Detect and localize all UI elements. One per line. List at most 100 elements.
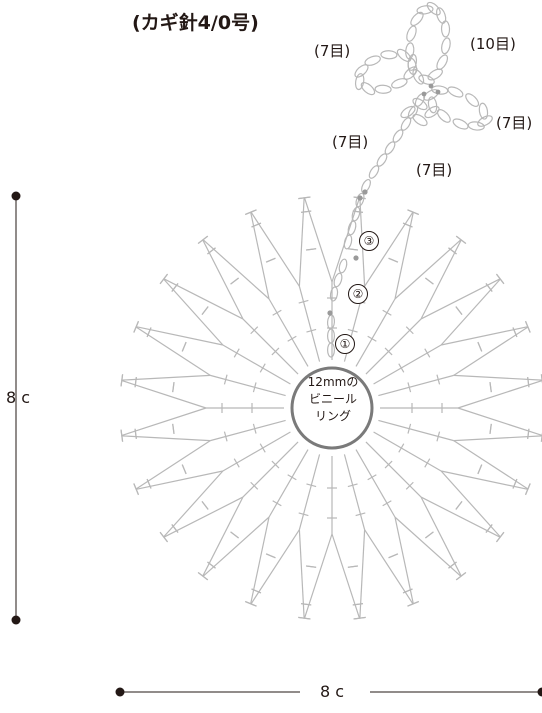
- stitch-bar: [259, 363, 266, 373]
- height-dimension-label: 8 c: [6, 388, 31, 407]
- stitch-bar: [201, 500, 209, 510]
- stitch-bar: [287, 474, 297, 481]
- stitch-bar: [233, 348, 240, 358]
- chain-stitch: [338, 258, 348, 274]
- stitch-bar: [347, 483, 358, 488]
- stitch-fan-arm: [440, 278, 501, 346]
- stitch-cap: [496, 273, 505, 285]
- stitch-bar: [201, 306, 209, 315]
- stitch-bar: [287, 335, 297, 342]
- chain-stitches: [326, 93, 426, 358]
- stitch-bar: [305, 565, 317, 568]
- stitch-bar: [405, 326, 414, 335]
- stitch-fan-arm: [202, 239, 270, 300]
- stitch-bar: [250, 481, 259, 490]
- stitch-fan-arm: [303, 197, 333, 283]
- stitch-fan-arm: [303, 533, 333, 619]
- stitch-stem: [355, 449, 396, 518]
- petal-join-dot: [428, 83, 434, 89]
- round-marker-2: ②: [348, 284, 368, 304]
- stitch-bar: [477, 464, 483, 475]
- stitch-fan-arm: [440, 470, 501, 538]
- stitch-bar: [388, 257, 399, 263]
- petal-chain-stitch: [467, 121, 485, 131]
- stitch-fan-arm: [121, 379, 207, 409]
- slip-stitch-dot: [353, 255, 359, 261]
- stitch-bar: [448, 247, 458, 255]
- stitch-bar: [306, 483, 317, 488]
- ring-label-line-1: 12mmの: [307, 375, 359, 389]
- petal-chain-stitch: [400, 105, 416, 119]
- stitch-bar: [207, 247, 216, 255]
- petal-chain-stitch: [452, 118, 469, 130]
- chain-stitch: [343, 234, 353, 250]
- stitch-bar: [252, 423, 257, 434]
- stitch-bar: [512, 327, 518, 338]
- stitch-bar: [223, 374, 228, 385]
- stitch-bar: [527, 377, 530, 388]
- petal-chain-stitch: [440, 20, 451, 38]
- petal-label-left: (7目): [332, 133, 369, 151]
- stitch-bar: [272, 500, 282, 507]
- stitch-stem: [373, 431, 442, 472]
- stitch-bar: [251, 588, 261, 594]
- stitch-fan-arm: [453, 374, 542, 381]
- stitch-bar: [134, 428, 137, 439]
- stitch-cap: [525, 321, 531, 333]
- stitch-bar: [223, 431, 228, 442]
- stitch-cap: [455, 572, 467, 581]
- stitch-bar: [265, 553, 276, 559]
- petal-chain-stitch: [478, 102, 489, 120]
- chain-stitch: [329, 286, 339, 302]
- stitch-stem: [210, 374, 286, 397]
- stitch-cap: [524, 483, 531, 496]
- stitch-cap: [456, 235, 467, 245]
- stitch-bar: [305, 248, 317, 251]
- petal-join-dot: [435, 89, 441, 95]
- stitch-cap: [133, 320, 140, 333]
- stitch-bar: [485, 524, 493, 534]
- stitch-bar: [233, 458, 240, 468]
- stitch-bar: [171, 524, 179, 533]
- petal-chain-stitch: [405, 42, 415, 60]
- stitch-stem: [355, 298, 396, 367]
- petal-chain-stitch: [441, 37, 451, 55]
- stitch-stem: [210, 419, 286, 442]
- stitch-bar: [382, 309, 392, 316]
- stitch-spokes: [120, 196, 542, 620]
- ring-label: 12mmの ビニール リング: [292, 374, 374, 425]
- petal-chain-stitch: [477, 115, 493, 127]
- chain-stitch: [327, 328, 336, 344]
- stitch-cap: [159, 531, 168, 543]
- stitch-fan-arm: [121, 407, 207, 437]
- petal-label-bottom: (7目): [416, 161, 453, 179]
- stitch-stem: [242, 441, 299, 498]
- stitch-cap: [197, 571, 208, 581]
- stitch-bar: [448, 561, 457, 569]
- petal-chain-stitch: [435, 7, 447, 24]
- stitch-bar: [384, 460, 393, 469]
- stitch-fan-arm: [202, 516, 270, 577]
- stitch-bar: [259, 443, 266, 453]
- stitch-bar: [388, 553, 398, 559]
- stitch-fan-arm: [298, 197, 305, 287]
- stitch-bar: [352, 603, 363, 606]
- round-marker-1: ①: [335, 334, 355, 354]
- stitch-fan-arm: [121, 374, 211, 381]
- vinyl-ring: [290, 366, 374, 450]
- stitch-cap: [298, 196, 311, 200]
- stitch-bar: [355, 512, 366, 517]
- stitch-cap: [298, 616, 311, 620]
- petal-chain-stitch: [412, 113, 428, 127]
- petal-chain-stitch: [410, 11, 424, 27]
- chain-stitch: [333, 272, 343, 288]
- stitch-bar: [402, 588, 413, 594]
- stitch-bar: [230, 531, 239, 539]
- stitch-bar: [485, 283, 493, 292]
- stitch-bar: [398, 443, 405, 453]
- stitch-stem: [298, 454, 321, 530]
- stitch-bar: [171, 282, 179, 292]
- stitch-bar: [181, 464, 187, 474]
- stitch-fan-arm: [394, 239, 462, 300]
- petal-label-top-left: (7目): [314, 42, 351, 60]
